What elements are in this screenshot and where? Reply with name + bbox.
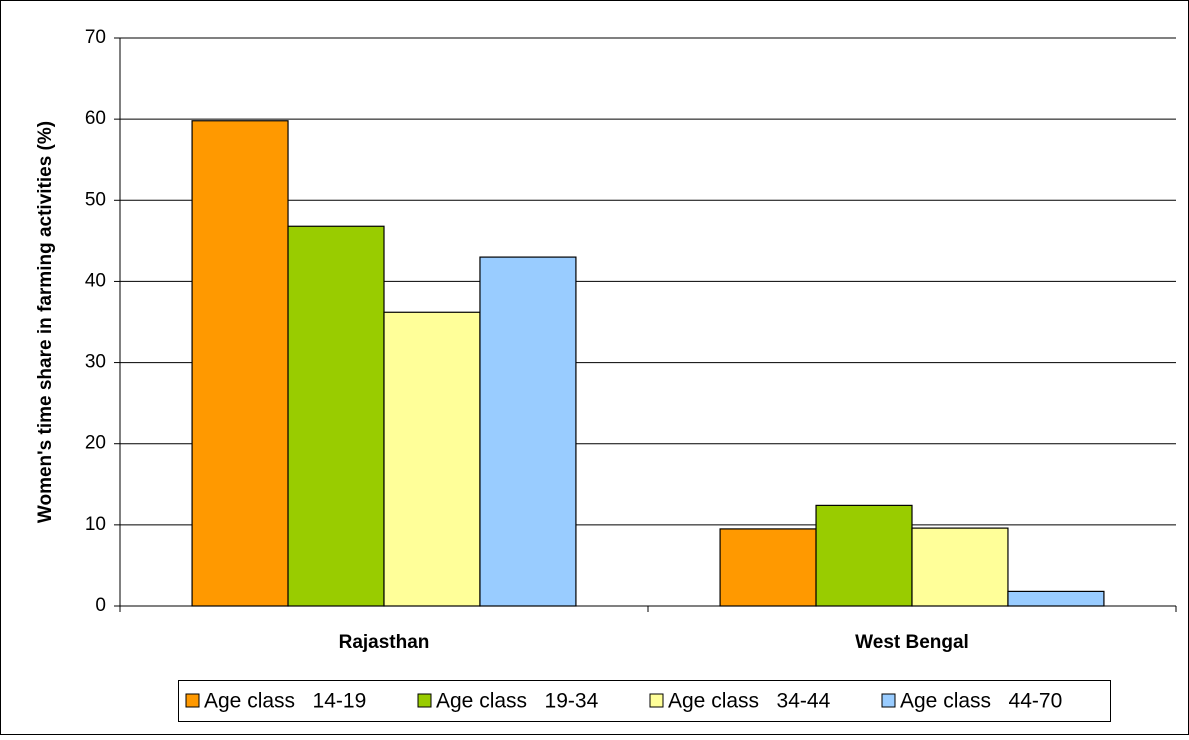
y-tick-label: 50 (85, 189, 106, 210)
y-tick-label: 30 (85, 352, 106, 373)
x-tick-label: Rajasthan (339, 632, 430, 653)
bar (815, 504, 913, 607)
x-tick-label: West Bengal (855, 632, 969, 653)
bar (287, 225, 385, 607)
bar (911, 527, 1009, 607)
bar (479, 256, 577, 607)
legend-swatch (185, 693, 200, 708)
legend-label: Age class 19-34 (436, 690, 599, 713)
legend-swatch (649, 693, 664, 708)
bar (383, 311, 481, 607)
legend-swatch (881, 693, 896, 708)
legend-label: Age class 34-44 (668, 690, 831, 713)
y-tick-label: 10 (85, 514, 106, 535)
bar (719, 528, 817, 607)
y-tick-label: 20 (85, 433, 106, 454)
y-tick-label: 40 (85, 270, 106, 291)
bar (1007, 590, 1105, 607)
bar (191, 120, 289, 607)
legend-box (178, 680, 1111, 722)
y-axis-label: Women's time share in farming activities… (35, 121, 56, 523)
legend-swatch (417, 693, 432, 708)
y-tick-label: 0 (95, 595, 106, 616)
legend-label: Age class 44-70 (900, 690, 1062, 713)
legend-label: Age class 14-19 (204, 690, 366, 713)
y-tick-label: 70 (85, 27, 106, 48)
y-tick-label: 60 (85, 108, 106, 129)
